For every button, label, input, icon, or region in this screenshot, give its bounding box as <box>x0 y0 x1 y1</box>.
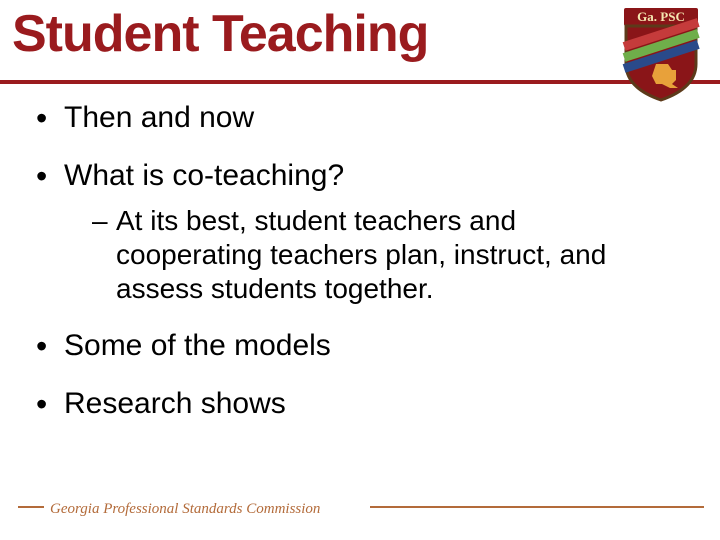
sub-list: At its best, student teachers and cooper… <box>64 204 670 306</box>
logo-label: Ga. PSC <box>637 9 685 24</box>
list-item-text: What is co-teaching? <box>64 159 344 192</box>
list-item-text: Research shows <box>64 387 286 420</box>
list-item-text: Then and now <box>64 101 254 134</box>
bullet-list: Then and now What is co-teaching? At its… <box>30 100 670 422</box>
list-item: Some of the models <box>30 328 670 364</box>
list-item-text: At its best, student teachers and cooper… <box>116 205 606 304</box>
slide-title: Student Teaching <box>12 4 428 64</box>
footer-rule-left <box>18 506 44 508</box>
list-item-text: Some of the models <box>64 329 331 362</box>
title-underline <box>0 80 720 84</box>
footer-rule-right <box>370 506 704 508</box>
list-item: Then and now <box>30 100 670 136</box>
list-item: At its best, student teachers and cooper… <box>92 204 670 306</box>
gapsc-logo-icon: Ga. PSC <box>618 6 704 102</box>
slide-body: Then and now What is co-teaching? At its… <box>30 100 670 444</box>
slide: Student Teaching Then and now What is co… <box>0 0 720 540</box>
list-item: What is co-teaching? At its best, studen… <box>30 158 670 306</box>
list-item: Research shows <box>30 386 670 422</box>
footer-text: Georgia Professional Standards Commissio… <box>50 501 320 518</box>
